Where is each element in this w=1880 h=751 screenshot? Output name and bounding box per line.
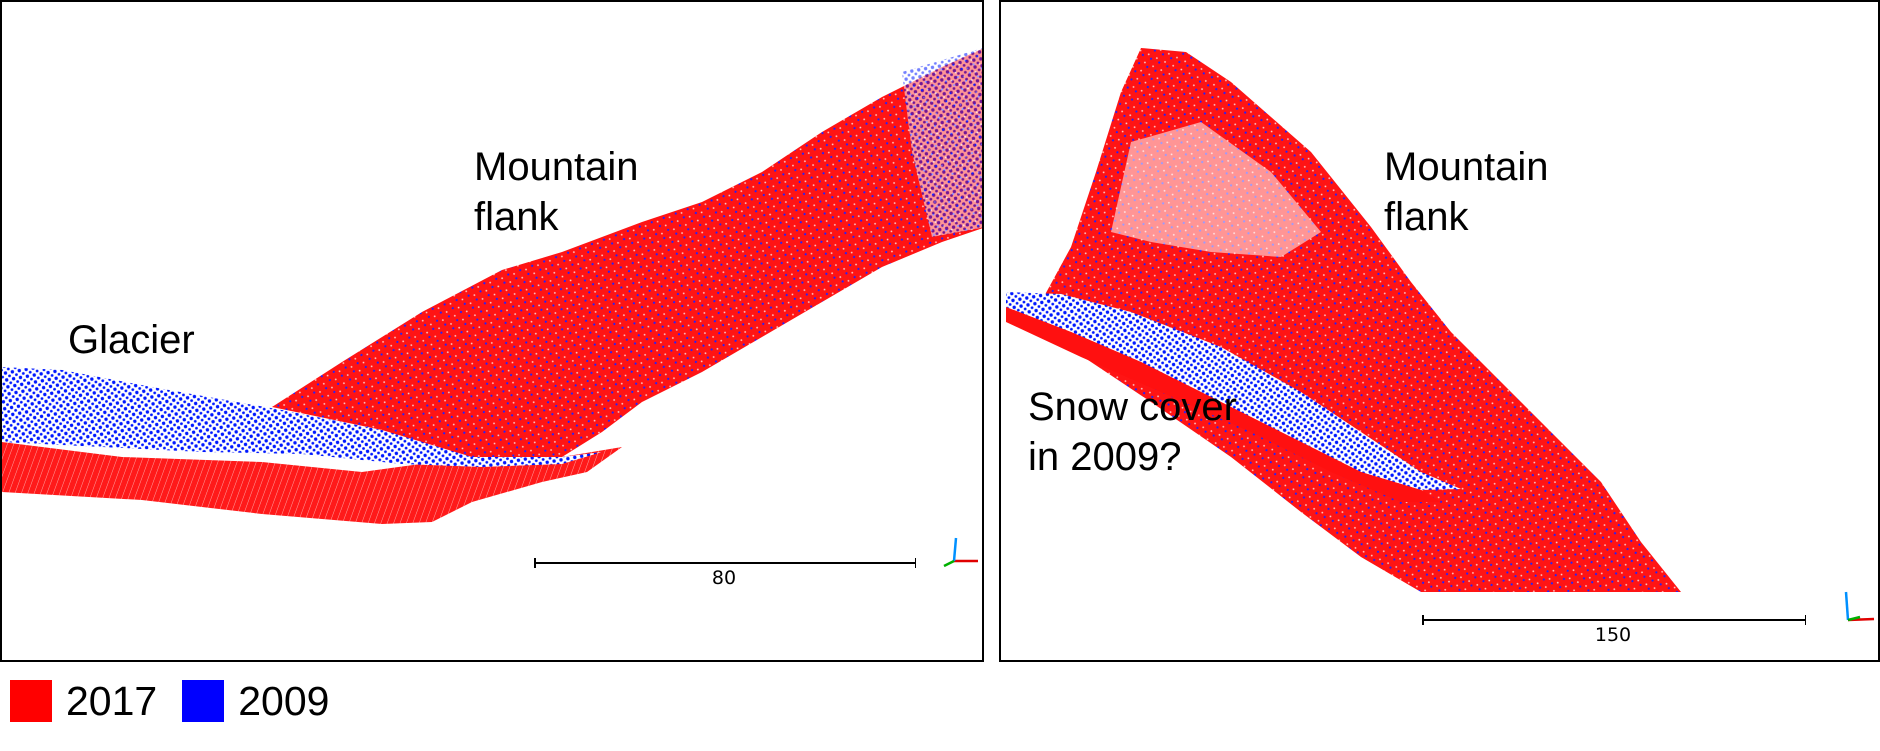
legend-swatch-2017 xyxy=(10,680,52,722)
snow-cover-label: Snow cover in 2009? xyxy=(1028,385,1237,479)
legend-label-2009: 2009 xyxy=(238,677,330,724)
left-point-cloud-view[interactable]: Mountain flank Glacier 80 xyxy=(0,0,984,662)
lower-slab-2017 xyxy=(1006,307,1441,502)
mountain-flank-label: Mountain flank xyxy=(1384,145,1549,239)
legend: 2017 2009 xyxy=(10,677,354,724)
scale-bar-value: 80 xyxy=(711,567,737,589)
mountain-flank-label: Mountain flank xyxy=(474,145,639,239)
scale-bar xyxy=(1422,613,1806,627)
glacier-surface-2009 xyxy=(2,367,602,467)
scale-bar-value: 150 xyxy=(1594,624,1632,646)
left-point-cloud-render xyxy=(2,48,982,524)
glacier-label: Glacier xyxy=(68,318,195,362)
snow-cover-2009 xyxy=(1006,292,1461,490)
legend-swatch-2009 xyxy=(182,680,225,722)
sparse-area xyxy=(1111,122,1321,257)
scale-bar xyxy=(534,556,916,570)
axis-gizmo-icon xyxy=(943,537,978,568)
right-point-cloud-render xyxy=(1006,48,1681,592)
mountain-flank-2017 xyxy=(272,48,982,457)
mountain-flank-2009-edge xyxy=(902,48,982,237)
legend-label-2017: 2017 xyxy=(66,677,158,724)
right-point-cloud-view[interactable]: Mountain flank Snow cover in 2009? 150 xyxy=(999,0,1880,662)
axis-gizmo-icon xyxy=(1844,591,1875,622)
